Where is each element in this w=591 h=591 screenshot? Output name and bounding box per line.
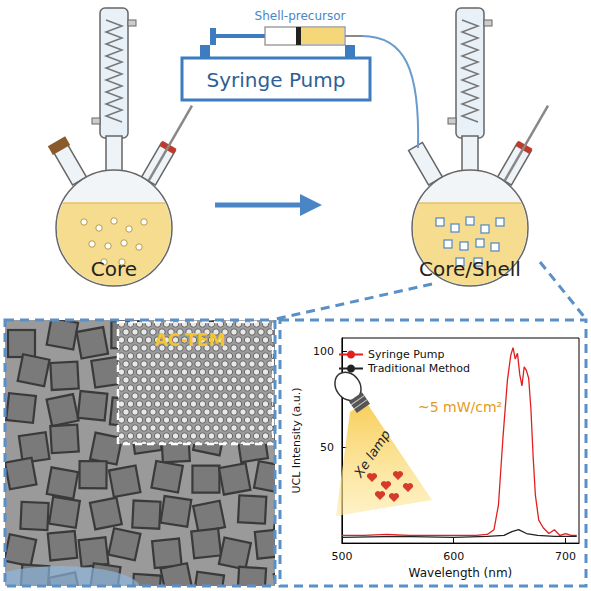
svg-text:500: 500 [331, 550, 352, 563]
svg-text:Core: Core [91, 257, 137, 281]
svg-text:Xe lamp: Xe lamp [351, 427, 394, 481]
svg-text:Core/Shell: Core/Shell [419, 257, 521, 281]
svg-text:50: 50 [320, 441, 334, 454]
svg-text:Traditional Method: Traditional Method [367, 362, 470, 375]
svg-text:AC-TEM: AC-TEM [155, 330, 226, 350]
svg-text:600: 600 [443, 550, 464, 563]
svg-text:Wavelength (nm): Wavelength (nm) [409, 566, 513, 580]
svg-text:700: 700 [555, 550, 576, 563]
svg-text:Syringe Pump: Syringe Pump [368, 348, 444, 361]
svg-text:Syringe Pump: Syringe Pump [207, 68, 346, 92]
svg-text:~5 mW/cm²: ~5 mW/cm² [418, 399, 502, 415]
svg-text:Shell-precursor: Shell-precursor [255, 9, 346, 23]
svg-text:UCL Intensity (a.u.): UCL Intensity (a.u.) [290, 388, 303, 494]
svg-text:100: 100 [313, 345, 334, 358]
